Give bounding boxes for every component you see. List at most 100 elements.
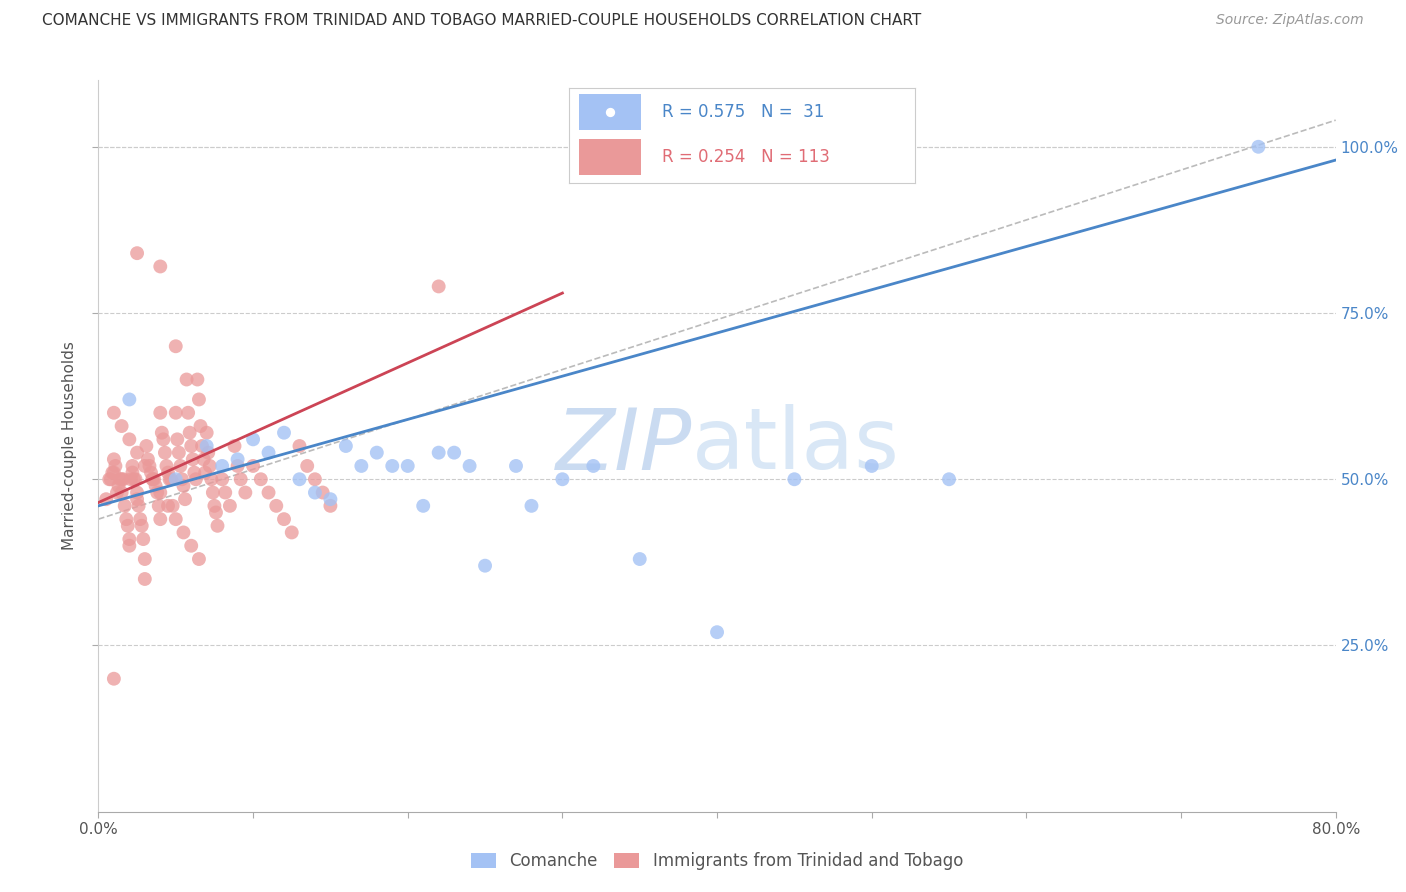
Point (149, 512, 172, 526)
Point (181, 452, 204, 467)
Point (319, 492, 342, 507)
Point (195, 439, 218, 453)
Point (135, 439, 157, 453)
Point (235, 485, 257, 500)
Point (288, 472, 311, 486)
Point (191, 439, 214, 453)
Point (138, 458, 160, 473)
Point (195, 425, 218, 440)
Point (101, 466, 124, 480)
Point (128, 499, 150, 513)
Point (273, 512, 295, 526)
Point (188, 392, 211, 407)
Point (288, 439, 311, 453)
Point (198, 458, 221, 473)
Point (134, 572, 156, 586)
Point (783, 472, 806, 486)
Point (114, 499, 136, 513)
Point (160, 472, 183, 486)
Point (242, 458, 264, 473)
Point (173, 479, 195, 493)
Point (136, 452, 159, 467)
Text: COMANCHE VS IMMIGRANTS FROM TRINIDAD AND TOBAGO MARRIED-COUPLE HOUSEHOLDS CORREL: COMANCHE VS IMMIGRANTS FROM TRINIDAD AND… (42, 13, 921, 29)
Point (1247, 140, 1270, 154)
Point (162, 499, 184, 513)
Point (173, 525, 195, 540)
Point (179, 425, 201, 440)
Point (127, 445, 149, 459)
Point (706, 625, 728, 640)
Point (184, 472, 207, 486)
Point (118, 532, 141, 546)
Point (273, 425, 295, 440)
Point (165, 406, 187, 420)
Point (127, 246, 149, 260)
Point (226, 458, 249, 473)
Point (100, 472, 122, 486)
Point (194, 466, 217, 480)
Point (224, 439, 246, 453)
Point (250, 472, 273, 486)
Point (214, 485, 236, 500)
Point (412, 499, 434, 513)
Point (257, 485, 280, 500)
Y-axis label: Married-couple Households: Married-couple Households (62, 342, 77, 550)
Point (108, 472, 131, 486)
Point (103, 672, 125, 686)
Point (180, 439, 202, 453)
Point (134, 458, 156, 473)
Point (107, 479, 129, 493)
Point (143, 472, 166, 486)
Point (520, 499, 543, 513)
Point (148, 499, 170, 513)
Point (134, 552, 156, 566)
Point (111, 419, 134, 434)
Point (381, 458, 404, 473)
Point (157, 466, 180, 480)
Point (551, 472, 574, 486)
Point (118, 539, 141, 553)
Point (111, 472, 134, 486)
Point (207, 518, 229, 533)
Point (103, 406, 125, 420)
Point (155, 458, 177, 473)
Point (111, 485, 134, 500)
Point (229, 472, 252, 486)
Legend: Comanche, Immigrants from Trinidad and Tobago: Comanche, Immigrants from Trinidad and T… (464, 846, 970, 877)
Point (127, 485, 149, 500)
Point (474, 558, 496, 573)
Point (104, 458, 127, 473)
Point (149, 485, 172, 500)
Point (170, 472, 193, 486)
Point (582, 458, 605, 473)
Point (200, 472, 222, 486)
Point (150, 425, 173, 440)
Point (165, 472, 187, 486)
Point (205, 506, 228, 520)
Point (131, 518, 153, 533)
Point (350, 458, 373, 473)
Point (96, 492, 118, 507)
Point (127, 492, 149, 507)
Point (366, 445, 388, 459)
Point (312, 485, 335, 500)
Point (242, 433, 264, 447)
Point (427, 445, 450, 459)
Point (396, 458, 419, 473)
Point (121, 466, 143, 480)
Point (281, 525, 304, 540)
Point (157, 499, 180, 513)
Point (505, 458, 527, 473)
Point (103, 452, 125, 467)
Point (186, 372, 208, 386)
Point (226, 452, 249, 467)
Point (266, 499, 288, 513)
Point (152, 433, 174, 447)
Point (427, 279, 450, 293)
Point (938, 472, 960, 486)
Point (124, 472, 146, 486)
Point (211, 458, 233, 473)
Point (219, 499, 242, 513)
Point (167, 445, 190, 459)
Point (118, 433, 141, 447)
